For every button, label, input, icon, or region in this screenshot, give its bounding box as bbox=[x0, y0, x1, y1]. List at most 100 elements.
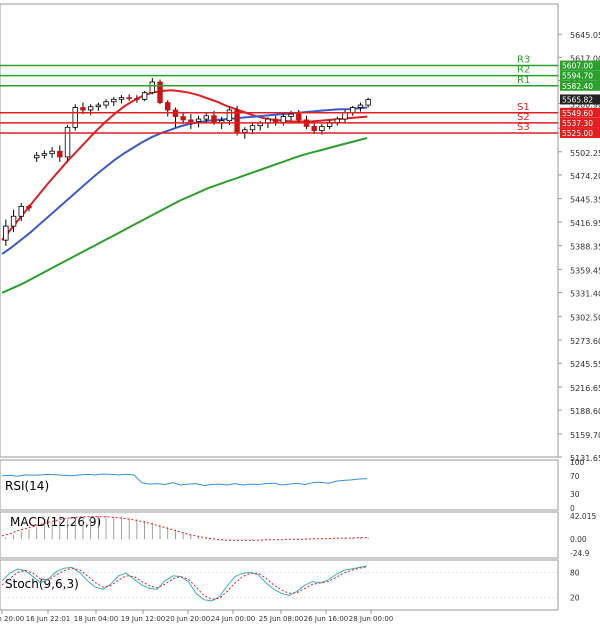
candle-body bbox=[280, 116, 287, 123]
level-tag-bg bbox=[560, 107, 600, 118]
candle-body bbox=[157, 81, 163, 103]
price-tick-label: 5188.60 bbox=[570, 407, 600, 416]
level-tag-bg bbox=[560, 70, 600, 81]
candle-body bbox=[296, 113, 302, 121]
level-label: S1 bbox=[517, 102, 530, 113]
candle-body bbox=[26, 205, 32, 209]
price-tick-label: 5416.95 bbox=[570, 219, 600, 228]
moving-average-line bbox=[1, 137, 368, 294]
price-tick-label: 5388.35 bbox=[570, 243, 600, 252]
price-tick-label: 5560.90 bbox=[570, 100, 600, 109]
level-tag-text: 5582.40 bbox=[562, 82, 593, 91]
macd-title: MACD(12,26,9) bbox=[10, 515, 101, 529]
candle-body bbox=[87, 106, 94, 111]
candle-body bbox=[365, 99, 371, 106]
price-tick-label: 5331.40 bbox=[570, 289, 600, 298]
candle-body bbox=[242, 129, 248, 133]
level-tag-text: 5549.60 bbox=[562, 109, 593, 118]
rsi-y-axis: 100 70 30 0 bbox=[570, 458, 585, 513]
level-tag-bg bbox=[560, 60, 600, 71]
price-tick-label: 5302.50 bbox=[570, 313, 600, 322]
candle-body bbox=[288, 113, 294, 117]
x-tick-label: 19 Jun 12:00 bbox=[121, 615, 165, 623]
x-tick-label: 26 Jun 16:00 bbox=[304, 615, 348, 623]
level-label: R2 bbox=[517, 65, 530, 76]
pivot-levels: R3 5607.00 R2 5594.70 R1 5582.40 S1 5549.60 S2 55… bbox=[0, 55, 600, 139]
moving-average-line bbox=[1, 106, 368, 255]
stoch-tick-label: 80 bbox=[570, 568, 580, 577]
macd-histogram bbox=[5, 516, 369, 541]
candle-body bbox=[319, 126, 325, 131]
candle-body bbox=[18, 205, 24, 217]
rsi-tick-label: 0 bbox=[570, 504, 575, 513]
candle-body bbox=[57, 150, 63, 158]
candle-body bbox=[203, 115, 209, 120]
stoch-lines bbox=[1, 565, 368, 602]
stoch-line bbox=[1, 565, 368, 602]
macd-signal-line bbox=[1, 516, 367, 541]
level-label: R3 bbox=[517, 55, 530, 66]
price-tick-label: 5359.45 bbox=[570, 266, 600, 275]
candle-body bbox=[118, 97, 125, 100]
rsi-lines bbox=[1, 473, 368, 487]
candle-body bbox=[249, 125, 256, 131]
candle-body bbox=[111, 98, 117, 103]
x-tick-label: 28 Jun 00:00 bbox=[349, 615, 393, 623]
stoch-y-axis: 80 20 bbox=[0, 568, 580, 603]
level-tag-text: 5537.30 bbox=[562, 119, 593, 128]
macd-signal bbox=[1, 516, 367, 541]
price-tick-label: 5159.70 bbox=[570, 431, 600, 440]
rsi-panel: RSI(14) 100 70 30 0 bbox=[0, 458, 585, 513]
price-tick-label: 5216.65 bbox=[570, 384, 600, 393]
rsi-tick-label: 70 bbox=[570, 472, 580, 481]
candle-body bbox=[80, 107, 86, 111]
rsi-panel-frame bbox=[0, 459, 559, 511]
stoch-tick-label: 20 bbox=[570, 594, 580, 603]
level-tag-bg bbox=[560, 80, 600, 91]
candle-body bbox=[49, 150, 55, 155]
macd-panel-frame bbox=[0, 511, 559, 559]
candle-body bbox=[234, 109, 240, 133]
price-tick-label: 5645.05 bbox=[570, 31, 600, 40]
candle-body bbox=[195, 118, 202, 122]
level-tag-text: 5594.70 bbox=[562, 72, 593, 81]
rsi-line bbox=[1, 473, 368, 487]
price-tick-label: 5474.20 bbox=[570, 172, 600, 181]
price-tick-label: 5131.65 bbox=[570, 454, 600, 463]
rsi-tick-label: 100 bbox=[570, 458, 585, 467]
price-y-axis: 5645.055617.005588.955560.905530.855502.… bbox=[558, 31, 600, 463]
candle-body bbox=[165, 102, 171, 111]
candle-body bbox=[188, 119, 194, 122]
candle-body bbox=[180, 116, 186, 121]
candle-body bbox=[311, 126, 317, 131]
x-tick-label: 17 Jun 20:00 bbox=[0, 615, 24, 623]
price-panel-frame bbox=[0, 3, 559, 458]
stoch-panel-frame bbox=[0, 559, 559, 611]
x-tick-label: 16 Jun 22:01 bbox=[26, 615, 70, 623]
level-tag-text: 5525.00 bbox=[562, 129, 593, 138]
candle-body bbox=[357, 104, 364, 108]
price-tick-label: 5273.60 bbox=[570, 337, 600, 346]
x-tick-label: 25 Jun 08:00 bbox=[259, 615, 303, 623]
macd-tick-label: 0.00 bbox=[570, 535, 587, 544]
price-tick-label: 5617.00 bbox=[570, 54, 600, 63]
last-price-text: 5565.82 bbox=[562, 95, 593, 104]
price-tick-label: 5502.25 bbox=[570, 149, 600, 158]
candle-body bbox=[141, 92, 148, 100]
candle-body bbox=[211, 115, 217, 124]
level-label: S3 bbox=[517, 122, 530, 133]
level-tag-bg bbox=[560, 117, 600, 128]
candle-body bbox=[64, 126, 71, 158]
macd-tick-label: 42.015 bbox=[570, 512, 596, 521]
level-label: R1 bbox=[517, 75, 530, 86]
rsi-tick-label: 30 bbox=[570, 490, 580, 499]
candle-body bbox=[3, 225, 9, 241]
candle-body bbox=[350, 107, 356, 113]
candle-body bbox=[226, 109, 233, 122]
candle-body bbox=[134, 98, 140, 100]
macd-tick-label: -24.9 bbox=[570, 549, 590, 558]
